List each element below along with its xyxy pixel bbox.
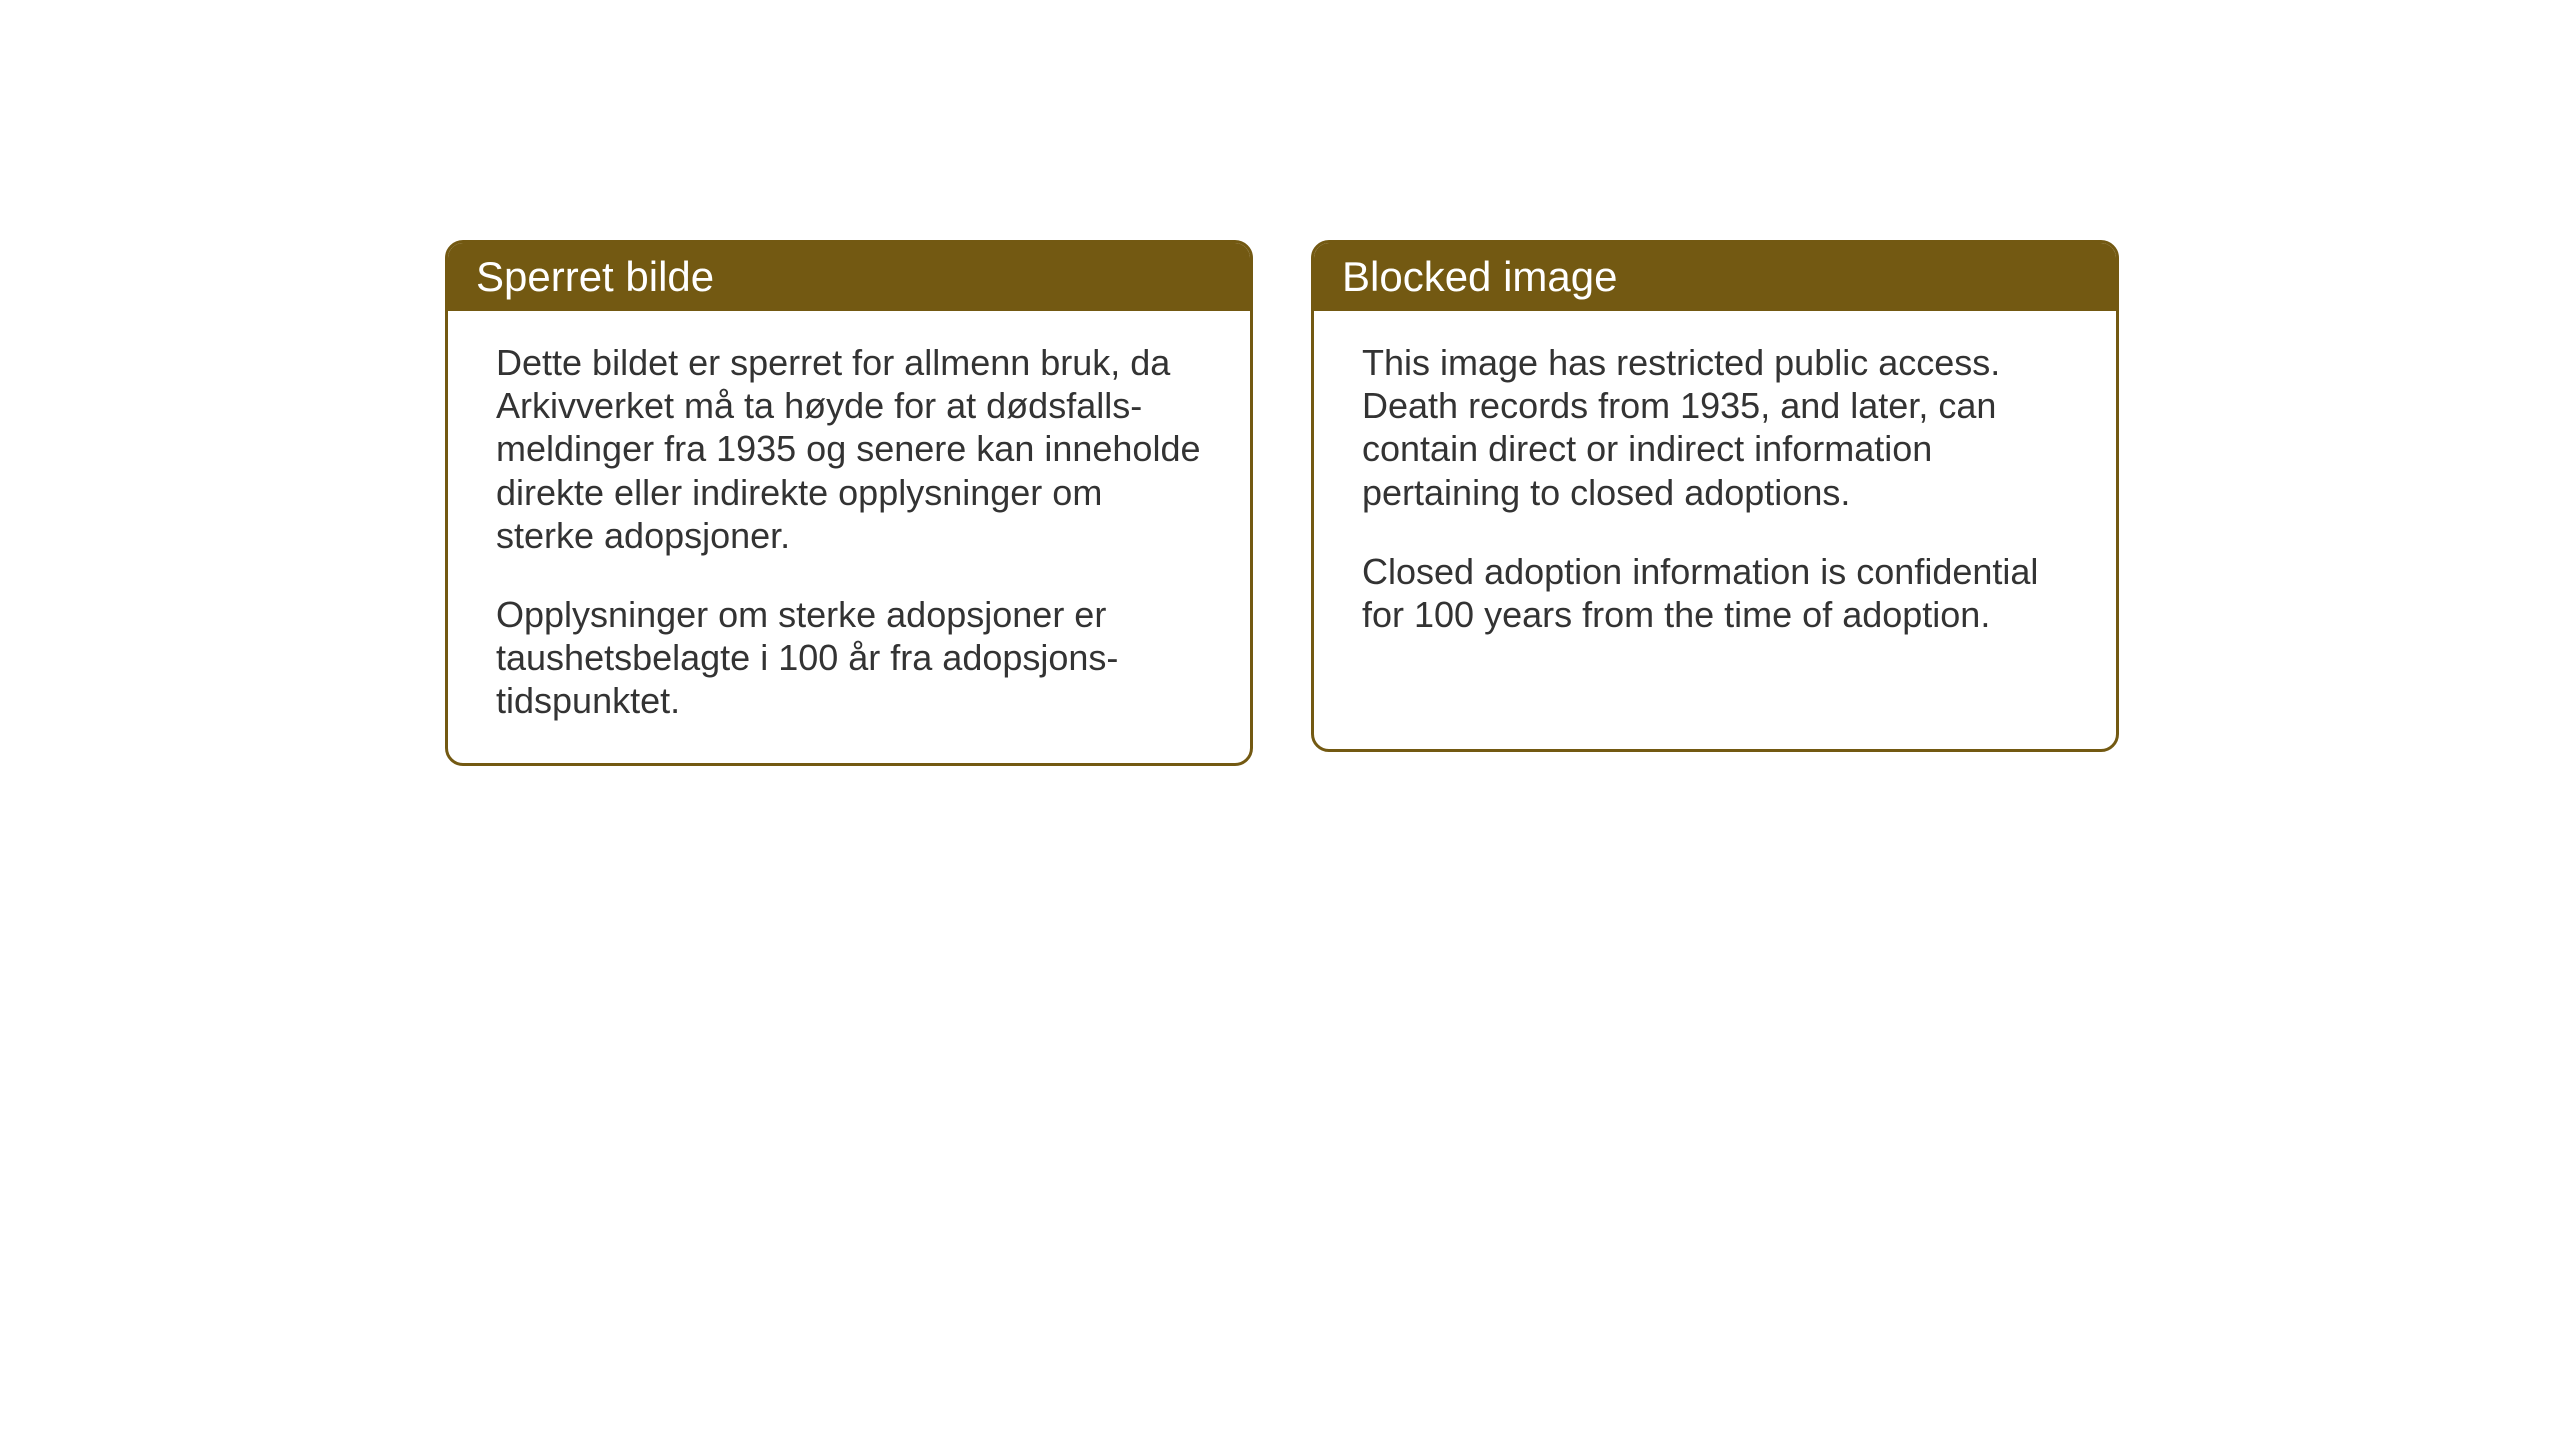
notice-card-norwegian: Sperret bilde Dette bildet er sperret fo… [445, 240, 1253, 766]
paragraph-text: Closed adoption information is confident… [1362, 550, 2068, 636]
card-header-norwegian: Sperret bilde [448, 243, 1250, 311]
paragraph-text: Opplysninger om sterke adopsjoner er tau… [496, 593, 1202, 723]
paragraph-text: Dette bildet er sperret for allmenn bruk… [496, 341, 1202, 557]
card-header-english: Blocked image [1314, 243, 2116, 311]
card-body-norwegian: Dette bildet er sperret for allmenn bruk… [448, 311, 1250, 763]
notice-card-english: Blocked image This image has restricted … [1311, 240, 2119, 752]
notice-container: Sperret bilde Dette bildet er sperret fo… [445, 240, 2119, 766]
card-body-english: This image has restricted public access.… [1314, 311, 2116, 676]
paragraph-text: This image has restricted public access.… [1362, 341, 2068, 514]
